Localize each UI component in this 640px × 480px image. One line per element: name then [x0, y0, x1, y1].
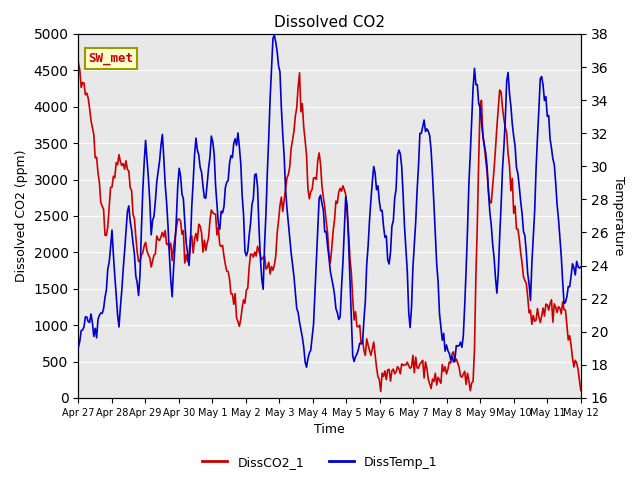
X-axis label: Time: Time [314, 423, 345, 436]
Y-axis label: Temperature: Temperature [612, 176, 625, 256]
Text: SW_met: SW_met [88, 52, 134, 65]
Y-axis label: Dissolved CO2 (ppm): Dissolved CO2 (ppm) [15, 150, 28, 282]
Legend: DissCO2_1, DissTemp_1: DissCO2_1, DissTemp_1 [197, 451, 443, 474]
Title: Dissolved CO2: Dissolved CO2 [274, 15, 385, 30]
